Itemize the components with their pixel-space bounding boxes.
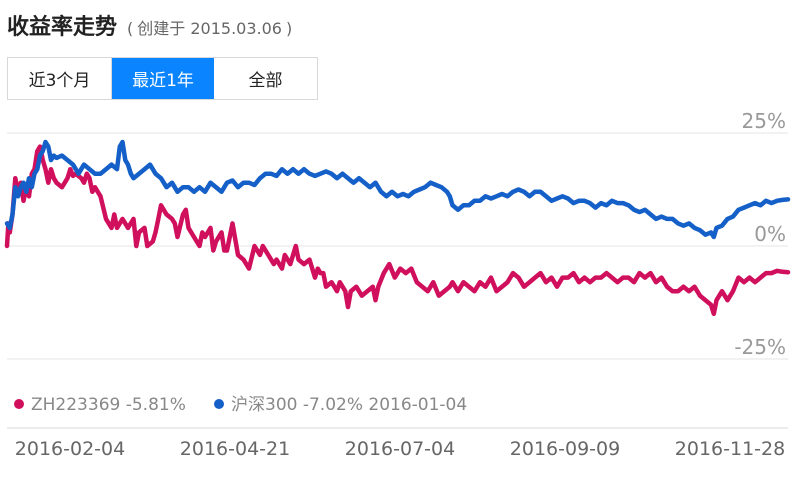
tab-all[interactable]: 全部	[214, 58, 317, 99]
legend: ZH223369 -5.81% 沪深300 -7.02% 2016-01-04	[14, 395, 467, 415]
x-tick-label: 2016-09-09	[510, 438, 620, 460]
tab-1-year[interactable]: 最近1年	[111, 58, 214, 99]
y-tick-label: -25%	[734, 335, 786, 359]
series-line-0	[4, 144, 791, 317]
period-tabs: 近3个月 最近1年 全部	[7, 57, 318, 100]
legend-label-1: 沪深300 -7.02% 2016-01-04	[231, 395, 467, 415]
series-line-1	[4, 139, 791, 240]
grid-lines	[7, 132, 788, 360]
legend-label-0: ZH223369 -5.81%	[31, 395, 186, 415]
x-tick-label: 2016-11-28	[675, 438, 785, 460]
legend-marker-0	[14, 399, 24, 409]
x-tick-label: 2016-04-21	[180, 438, 290, 460]
y-tick-label: 0%	[754, 222, 786, 246]
x-tick-label: 2016-02-04	[15, 438, 125, 460]
created-date-note: (创建于 2015.03.06)	[123, 15, 296, 39]
chart-header: 收益率走势 (创建于 2015.03.06)	[7, 9, 296, 43]
y-axis-ticks: 25% 0% -25%	[734, 109, 786, 359]
y-tick-label: 25%	[742, 109, 786, 133]
series-lines	[4, 139, 791, 317]
subtitle-open-paren: (	[127, 19, 134, 38]
tab-3-months[interactable]: 近3个月	[8, 58, 111, 99]
x-tick-label: 2016-07-04	[345, 438, 455, 460]
x-axis-ticks: 2016-02-04 2016-04-21 2016-07-04 2016-09-09…	[15, 438, 785, 460]
created-date-text: 创建于 2015.03.06	[137, 19, 282, 38]
legend-marker-1	[214, 399, 224, 409]
subtitle-close-paren: )	[285, 19, 293, 38]
page-title: 收益率走势	[7, 15, 118, 40]
